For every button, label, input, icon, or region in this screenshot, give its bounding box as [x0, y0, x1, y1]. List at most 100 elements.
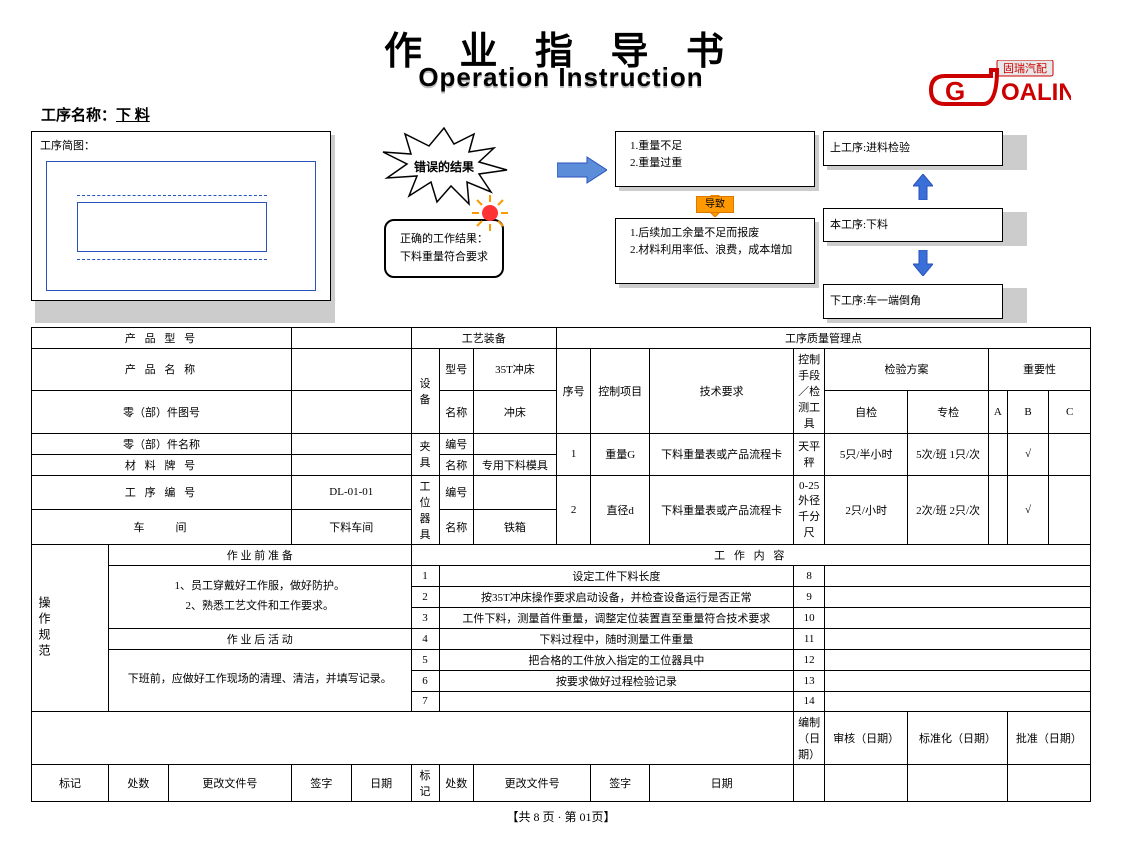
logo: 固瑞汽配 OALING G: [921, 60, 1071, 113]
a-label: A: [988, 391, 1007, 434]
qc-req-2: 下料重量表或产品流程卡: [650, 475, 794, 544]
qc-seq-2: 2: [556, 475, 590, 544]
count1: 处数: [109, 764, 169, 801]
sign2: 签字: [591, 764, 650, 801]
part-drawing-label: 零（部）件图号: [32, 391, 292, 434]
qc-req-1: 下料重量表或产品流程卡: [650, 433, 794, 475]
diagram-row: 工序简图： 错误的结果: [31, 131, 1091, 319]
error-result-box: 1.重量不足 2.重量过重: [615, 131, 815, 187]
review-label: 审核（日期）: [825, 711, 908, 764]
main-table: 产 品 型 号 工艺装备 工序质量管理点 产 品 名 称 设备 型号 35T冲床…: [31, 327, 1091, 802]
product-name-label: 产 品 名 称: [32, 348, 292, 391]
code-label2: 编号: [439, 475, 473, 510]
sub-title: Operation Instruction: [418, 62, 703, 93]
product-model-label: 产 品 型 号: [32, 327, 292, 348]
proc-no-label: 工 序 编 号: [32, 475, 292, 510]
material-label: 材 料 牌 号: [32, 454, 292, 475]
table-row: 作 业 后 活 动 4下料过程中，随时测量工件重量11: [32, 628, 1091, 649]
ctrl-item-label: 控制项目: [591, 348, 650, 433]
count2: 处数: [439, 764, 473, 801]
tech-req-label: 技术要求: [650, 348, 794, 433]
qc-tool-2: 0-25外径千分尺: [794, 475, 825, 544]
correct-result-box: 正确的工作结果： 下料重量符合要求: [384, 219, 504, 278]
post-label: 作 业 后 活 动: [109, 628, 412, 649]
arrow-up-icon: [913, 174, 933, 200]
device-label: 设备: [411, 348, 439, 433]
logo-sub-text: 固瑞汽配: [1003, 61, 1047, 75]
pre-label: 作 业 前 准 备: [109, 544, 412, 565]
qc-point-label: 工序质量管理点: [556, 327, 1090, 348]
qc-self-1: 5只/半小时: [825, 433, 908, 475]
arrow-right-icon: [557, 155, 607, 185]
err-r2: 2.重量过重: [624, 155, 806, 172]
sketch-label: 工序简图：: [40, 138, 322, 155]
lead-to-label: 导致: [696, 196, 734, 213]
name-label: 名称: [439, 391, 473, 434]
next-proc-box: 下工序:车一端倒角: [823, 284, 1023, 319]
cons-1: 1.后续加工余量不足而报废: [624, 225, 806, 242]
process-name-label: 工序名称：: [41, 108, 116, 124]
device-name-val: 冲床: [473, 391, 556, 434]
page-footer: 【共 8 页 · 第 01页】: [31, 808, 1091, 825]
qc-spec-2: 2次/班 2只/次: [908, 475, 989, 544]
change1: 更改文件号: [168, 764, 291, 801]
table-row: 操作规范 作 业 前 准 备 工 作 内 容: [32, 544, 1091, 565]
table-row: 零（部）件名称 夹具 编号 1 重量G 下料重量表或产品流程卡 天平秤 5只/半…: [32, 433, 1091, 454]
seq-label: 序号: [556, 348, 590, 433]
gongyi-label: 工艺装备: [411, 327, 556, 348]
qc-seq-1: 1: [556, 433, 590, 475]
qc-item-1: 重量G: [591, 433, 650, 475]
fixture-name-val: 专用下料模具: [473, 454, 556, 475]
err-r1: 1.重量不足: [624, 138, 806, 155]
post-text: 下班前，应做好工作现场的清理、清洁，并填写记录。: [109, 649, 412, 711]
title-area: 作 业 指 导 书 Operation Instruction Operatio…: [31, 20, 1091, 100]
station-label: 工位器具: [411, 475, 439, 544]
this-proc-box: 本工序:下料: [823, 208, 1023, 243]
name-label3: 名称: [439, 510, 473, 545]
code-label: 编号: [439, 433, 473, 454]
table-row: 编制（日期） 审核（日期） 标准化（日期） 批准（日期）: [32, 711, 1091, 764]
fixture-label: 夹具: [411, 433, 439, 475]
device-model-val: 35T冲床: [473, 348, 556, 391]
consequence-box: 1.后续加工余量不足而报废 2.材料利用率低、浪费，成本增加: [615, 218, 815, 284]
cons-2: 2.材料利用率低、浪费，成本增加: [624, 242, 806, 259]
date2: 日期: [650, 764, 794, 801]
inspect-plan-label: 检验方案: [825, 348, 989, 391]
qc-spec-1: 5次/班 1只/次: [908, 433, 989, 475]
logo-main-text: OALING: [1001, 79, 1071, 106]
workshop-val: 下料车间: [292, 510, 411, 545]
b-label: B: [1007, 391, 1049, 434]
importance-label: 重要性: [988, 348, 1090, 391]
mark1: 标记: [32, 764, 109, 801]
workshop-label: 车 间: [32, 510, 292, 545]
ops-side-label: 操作规范: [32, 544, 109, 711]
qc-tool-1: 天平秤: [794, 433, 825, 475]
proc-no-val: DL-01-01: [292, 475, 411, 510]
error-starburst: 错误的结果: [389, 131, 499, 201]
part-name-label: 零（部）件名称: [32, 433, 292, 454]
model-label: 型号: [439, 348, 473, 391]
process-name-value: 下 料: [116, 108, 150, 124]
content-label: 工 作 内 容: [411, 544, 1090, 565]
change2: 更改文件号: [473, 764, 590, 801]
sketch-drawing: [46, 161, 316, 291]
self-check-label: 自检: [825, 391, 908, 434]
table-row: 工 序 编 号 DL-01-01 工位器具 编号 2 直径d 下料重量表或产品流…: [32, 475, 1091, 510]
table-row: 下班前，应做好工作现场的清理、清洁，并填写记录。 5把合格的工件放入指定的工位器…: [32, 649, 1091, 670]
qc-self-2: 2只/小时: [825, 475, 908, 544]
table-row: 产 品 型 号 工艺装备 工序质量管理点: [32, 327, 1091, 348]
sun-icon: [472, 195, 508, 238]
standard-label: 标准化（日期）: [908, 711, 1008, 764]
compile-label: 编制（日期）: [794, 711, 825, 764]
date1: 日期: [351, 764, 411, 801]
name-label2: 名称: [439, 454, 473, 475]
mark2: 标记: [411, 764, 439, 801]
ctrl-method-label: 控制手段／检测工具: [794, 348, 825, 433]
special-check-label: 专检: [908, 391, 989, 434]
station-name-val: 铁箱: [473, 510, 556, 545]
pre-text: 1、员工穿戴好工作服，做好防护。 2、熟悉工艺文件和工作要求。: [109, 565, 412, 628]
sketch-box: 工序简图：: [31, 131, 331, 319]
c-label: C: [1049, 391, 1091, 434]
correct-l2: 下料重量符合要求: [400, 249, 488, 267]
error-label: 错误的结果: [414, 158, 474, 175]
